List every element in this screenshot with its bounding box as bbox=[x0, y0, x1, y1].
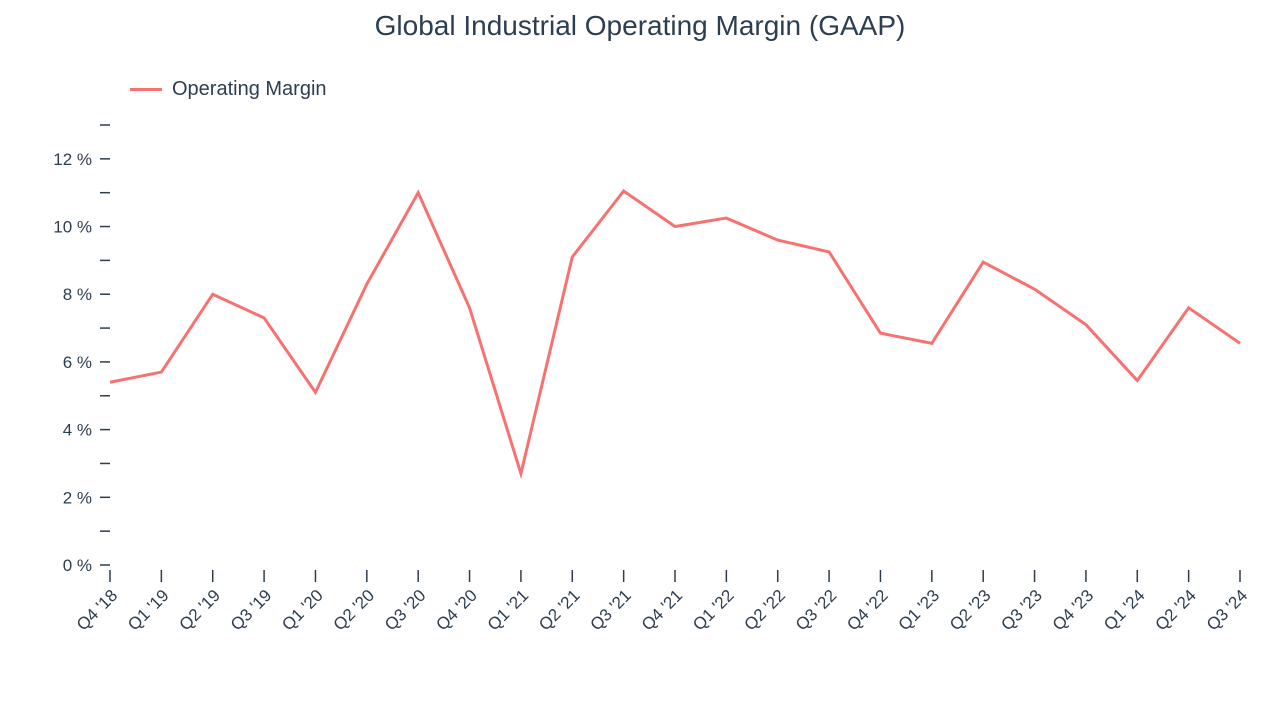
chart-svg: 0 %2 %4 %6 %8 %10 %12 %Q4 '18Q1 '19Q2 '1… bbox=[110, 110, 1240, 585]
x-axis-label: Q2 '22 bbox=[741, 586, 789, 634]
plot-area: 0 %2 %4 %6 %8 %10 %12 %Q4 '18Q1 '19Q2 '1… bbox=[110, 110, 1240, 585]
legend-label: Operating Margin bbox=[172, 78, 327, 101]
x-axis-label: Q1 '23 bbox=[895, 586, 943, 634]
y-axis-label: 12 % bbox=[53, 150, 92, 169]
x-axis-label: Q3 '22 bbox=[792, 586, 840, 634]
x-axis-label: Q3 '21 bbox=[586, 586, 634, 634]
legend-line-swatch bbox=[130, 88, 162, 91]
x-axis-label: Q1 '20 bbox=[278, 586, 326, 634]
y-axis-label: 10 % bbox=[53, 218, 92, 237]
y-axis-label: 8 % bbox=[63, 285, 92, 304]
x-axis-label: Q4 '23 bbox=[1049, 586, 1097, 634]
x-axis-label: Q4 '18 bbox=[73, 586, 121, 634]
x-axis-label: Q4 '21 bbox=[638, 586, 686, 634]
x-axis-label: Q2 '23 bbox=[946, 586, 994, 634]
y-axis-label: 4 % bbox=[63, 421, 92, 440]
x-axis-label: Q2 '19 bbox=[176, 586, 224, 634]
x-axis-label: Q3 '24 bbox=[1203, 586, 1251, 634]
x-axis-label: Q3 '23 bbox=[997, 586, 1045, 634]
x-axis-label: Q4 '20 bbox=[432, 586, 480, 634]
chart-container: Global Industrial Operating Margin (GAAP… bbox=[0, 0, 1280, 720]
x-axis-label: Q2 '20 bbox=[330, 586, 378, 634]
x-axis-label: Q3 '19 bbox=[227, 586, 275, 634]
x-axis-label: Q1 '21 bbox=[484, 586, 532, 634]
y-axis-label: 0 % bbox=[63, 556, 92, 575]
y-axis-label: 6 % bbox=[63, 353, 92, 372]
legend: Operating Margin bbox=[130, 78, 327, 101]
x-axis-label: Q1 '19 bbox=[124, 586, 172, 634]
x-axis-label: Q1 '24 bbox=[1100, 586, 1148, 634]
x-axis-label: Q1 '22 bbox=[689, 586, 737, 634]
x-axis-label: Q2 '21 bbox=[535, 586, 583, 634]
chart-title: Global Industrial Operating Margin (GAAP… bbox=[0, 10, 1280, 42]
series-line bbox=[110, 191, 1240, 474]
y-axis-label: 2 % bbox=[63, 488, 92, 507]
x-axis-label: Q4 '22 bbox=[843, 586, 891, 634]
x-axis-label: Q3 '20 bbox=[381, 586, 429, 634]
x-axis-label: Q2 '24 bbox=[1151, 586, 1199, 634]
